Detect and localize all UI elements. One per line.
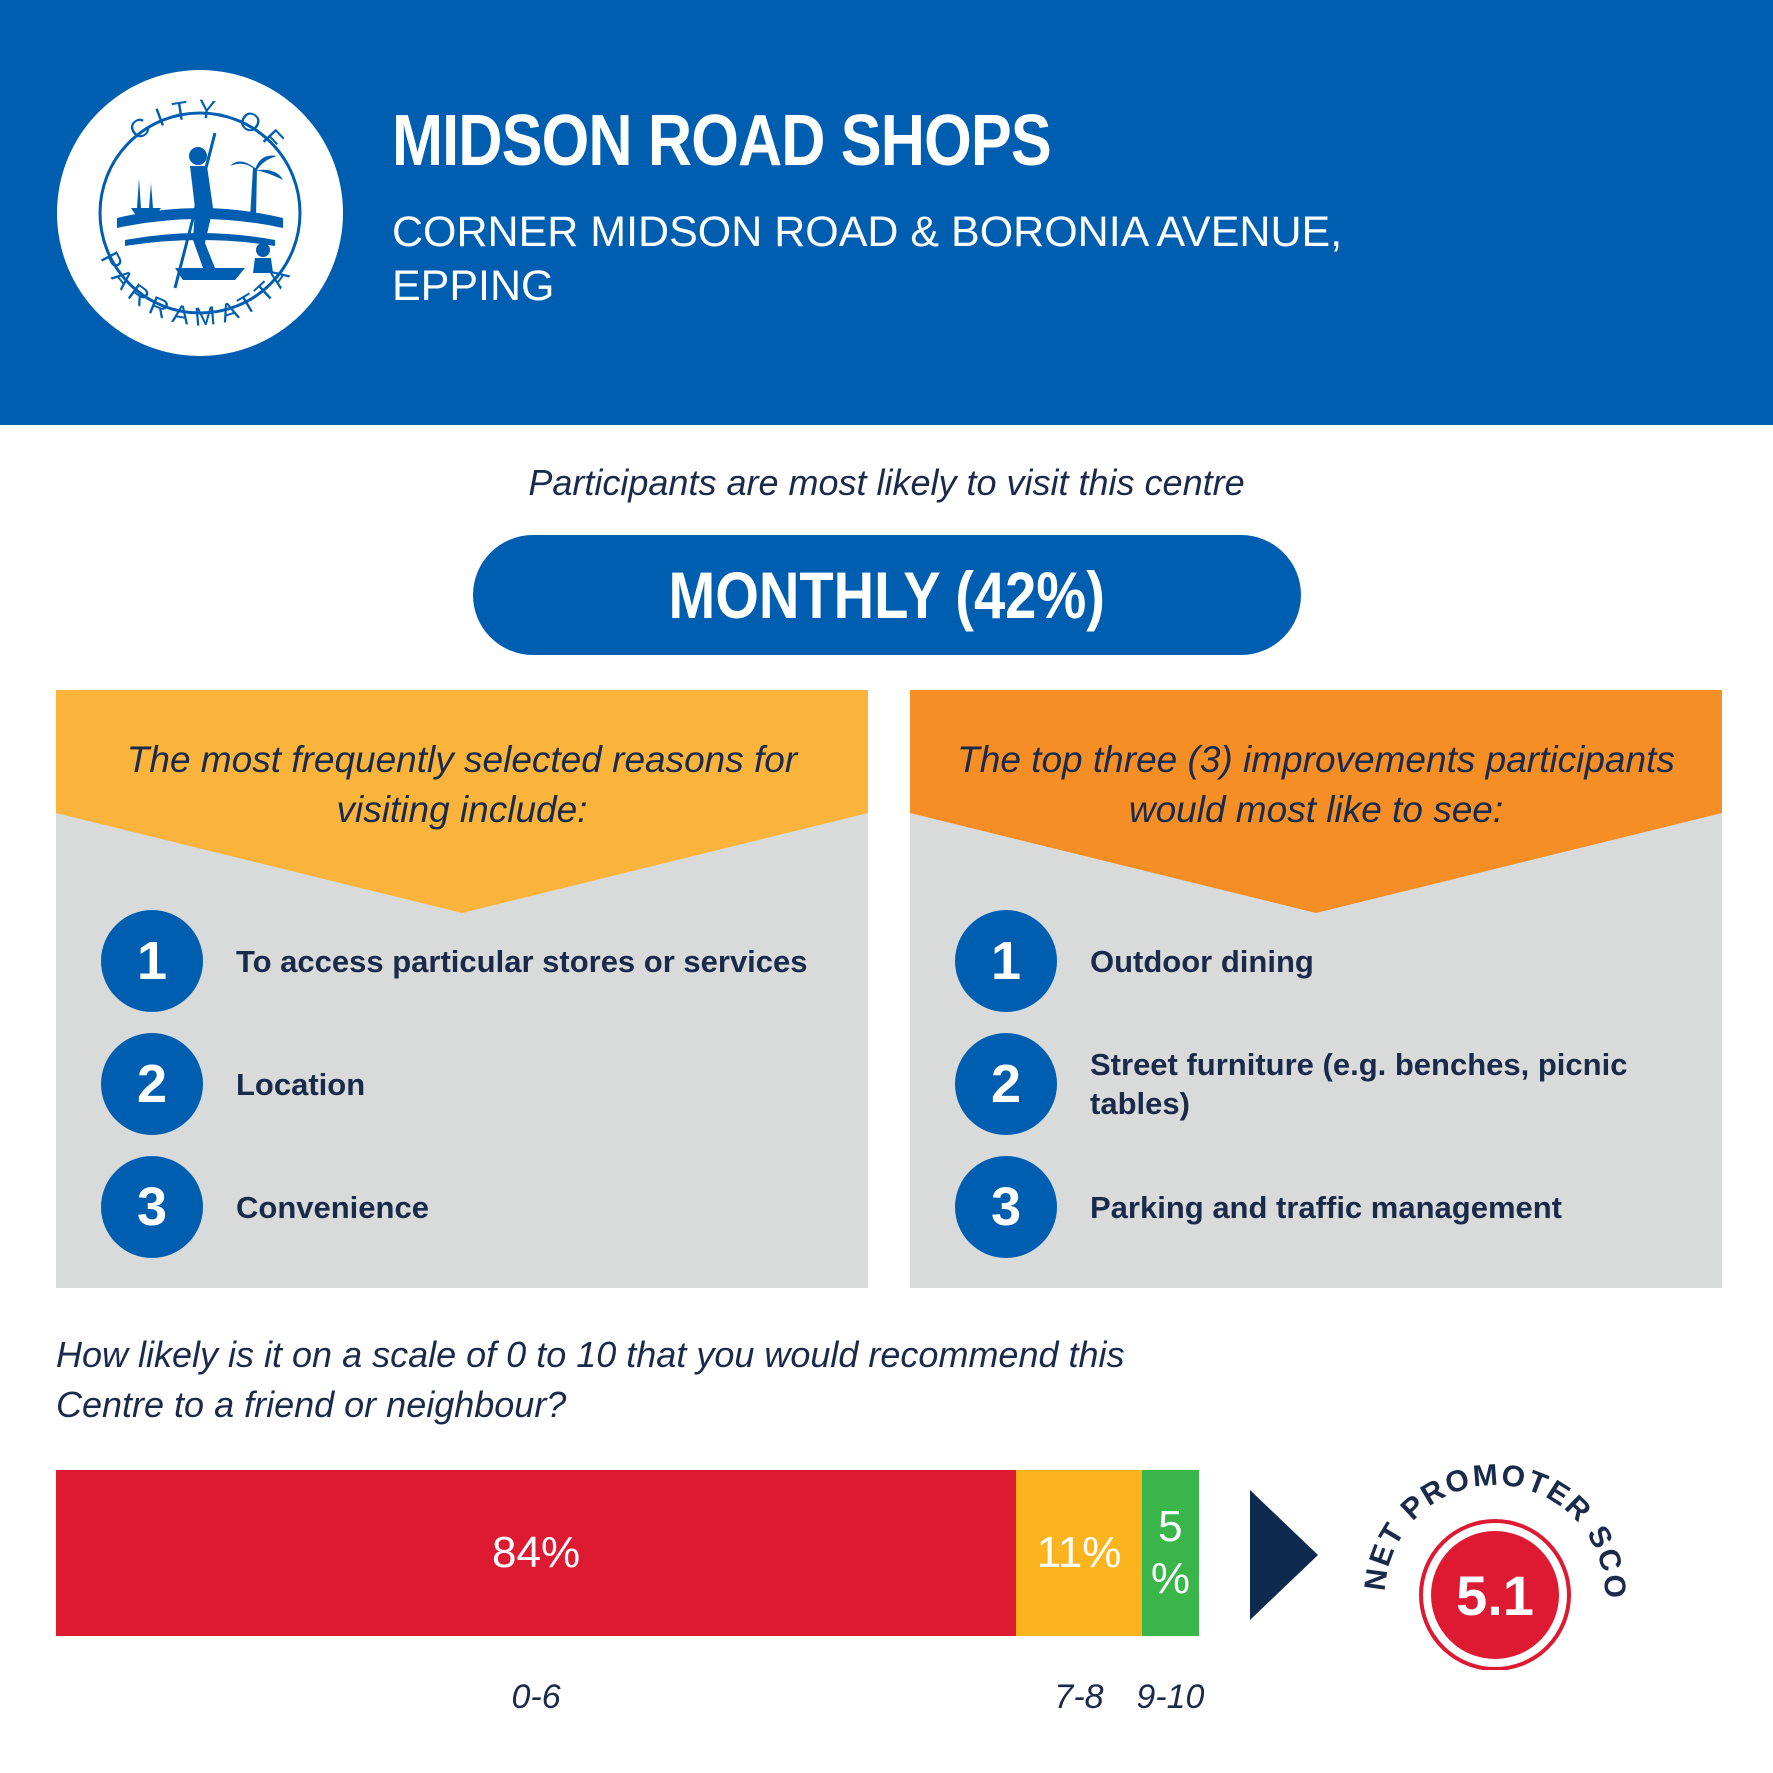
recommend-stacked-bar: 84% 11% 5 % (56, 1470, 1199, 1636)
reason-item: 3 Convenience (101, 1156, 861, 1258)
bar-category-label: 0-6 (511, 1678, 561, 1716)
reasons-panel: The most frequently selected reasons for… (56, 690, 868, 1288)
bar-segment-0-6: 84% (56, 1470, 1017, 1636)
reason-number-badge: 1 (101, 910, 203, 1012)
improvement-label: Street furniture (e.g. benches, picnic t… (1090, 1047, 1628, 1121)
page-title: MIDSON ROAD SHOPS (392, 101, 1052, 181)
reason-number-badge: 2 (101, 1033, 203, 1135)
visit-intro: Participants are most likely to visit th… (528, 462, 1245, 503)
improvement-label: Outdoor dining (1090, 943, 1314, 979)
improvements-panel: The top three (3) improvements participa… (910, 690, 1722, 1288)
bar-value-label: 84% (492, 1528, 581, 1577)
improvement-label: Parking and traffic management (1090, 1189, 1563, 1225)
reason-number-badge: 3 (101, 1156, 203, 1258)
arrow-right-icon (1250, 1490, 1318, 1620)
nps-value: 5.1 (1456, 1564, 1534, 1627)
improvement-number-badge: 1 (955, 910, 1057, 1012)
recommend-question: How likely is it on a scale of 0 to 10 t… (56, 1334, 1125, 1425)
improvement-number-badge: 2 (955, 1033, 1057, 1135)
page-subtitle: CORNER MIDSON ROAD & BORONIA AVENUE, EPP… (392, 208, 1343, 310)
reason-label: Location (236, 1066, 366, 1102)
bar-category-label: 9-10 (1136, 1678, 1205, 1716)
bar-segment-9-10: 5 % (1141, 1470, 1199, 1636)
reason-label: Convenience (236, 1189, 429, 1225)
bar-segment-7-8: 11% (1016, 1470, 1142, 1636)
visit-frequency-value: MONTHLY (42%) (668, 558, 1106, 632)
reason-item: 2 Location (101, 1033, 861, 1135)
improvement-item: 1 Outdoor dining (955, 910, 1715, 1012)
reasons-heading: The most frequently selected reasons for… (126, 739, 798, 830)
reason-label: To access particular stores or services (236, 943, 808, 979)
net-promoter-score-badge: NET PROMOTER SCORE 5.1 (1340, 1440, 1630, 1670)
improvements-header-shape (910, 690, 1722, 913)
visit-frequency-pill: MONTHLY (42%) (473, 535, 1301, 655)
reason-item: 1 To access particular stores or service… (101, 910, 861, 1012)
bar-value-label: 11% (1036, 1528, 1122, 1577)
logo-scene-icon (117, 132, 283, 289)
improvements-heading: The top three (3) improvements participa… (957, 739, 1675, 830)
bar-value-label: 5 % (1150, 1502, 1190, 1603)
reasons-header-shape (56, 690, 868, 913)
improvement-item: 2 Street furniture (e.g. benches, picnic… (955, 1033, 1715, 1135)
bar-category-label: 7-8 (1054, 1678, 1104, 1716)
improvement-item: 3 Parking and traffic management (955, 1156, 1715, 1258)
improvement-number-badge: 3 (955, 1156, 1057, 1258)
city-of-parramatta-logo: CITY OF PARRAMATTA (57, 70, 343, 356)
